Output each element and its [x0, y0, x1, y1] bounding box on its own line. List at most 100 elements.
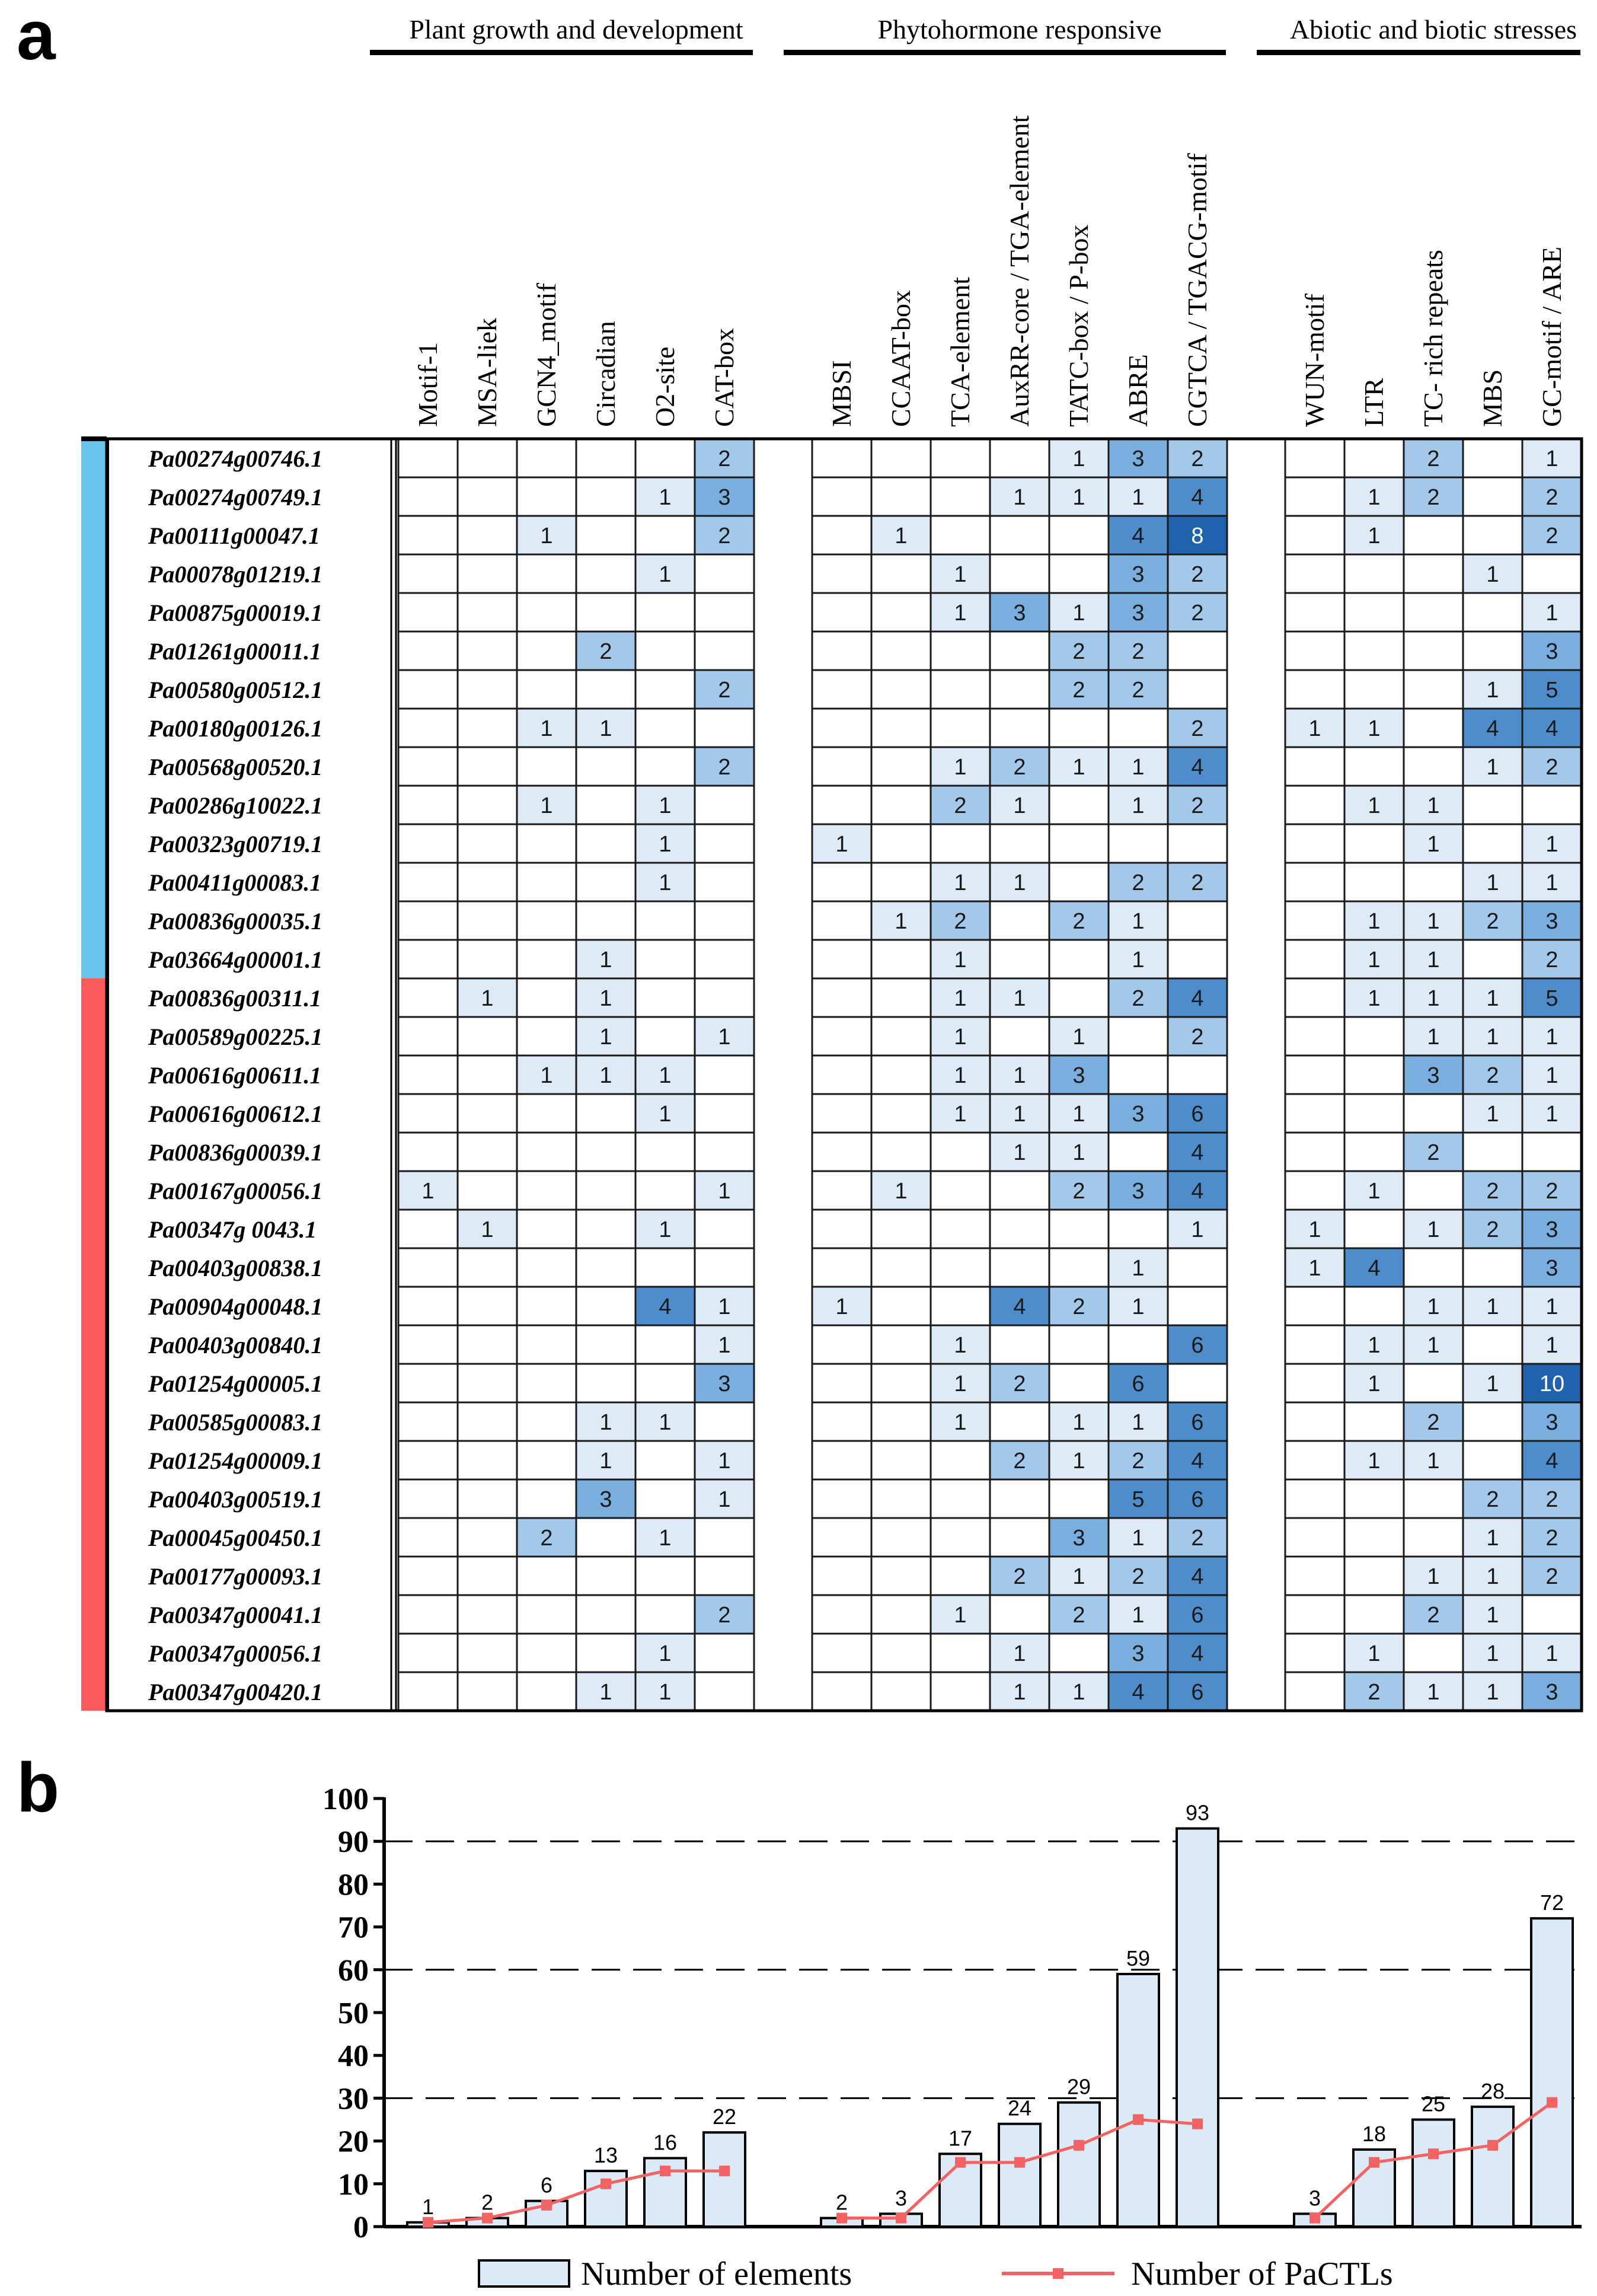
- heatmap-cell: [1048, 1170, 1110, 1211]
- heatmap-cell: [575, 746, 637, 787]
- heatmap-cell: [1107, 1131, 1169, 1172]
- row-group-strip-1: [81, 439, 106, 978]
- heatmap-cell: [694, 1671, 755, 1712]
- heatmap-cell: [634, 1324, 696, 1365]
- heatmap-cell: [1521, 1632, 1583, 1673]
- heatmap-cell: [1284, 592, 1346, 633]
- heatmap-cell: [456, 900, 518, 941]
- heatmap-cell-value: 1: [1486, 1372, 1499, 1396]
- heatmap-cell: [870, 1016, 932, 1057]
- heatmap-cell: [1403, 1054, 1464, 1095]
- heatmap-cell: [1462, 1324, 1523, 1365]
- heatmap-cell: [1167, 1093, 1228, 1134]
- heatmap-cell: [516, 862, 577, 903]
- heatmap-cell: [1403, 1517, 1464, 1558]
- gene-label: Pa00347g00041.1: [148, 1602, 322, 1628]
- heatmap-cell-value: 4: [1368, 1256, 1380, 1281]
- heatmap-cell: [1107, 1440, 1169, 1481]
- heatmap-cell: [575, 1247, 637, 1288]
- column-header: ABRE: [1123, 354, 1153, 427]
- heatmap-cell: [1107, 977, 1169, 1018]
- heatmap-cell: [870, 438, 932, 479]
- heatmap-cell-value: 1: [1013, 1063, 1026, 1088]
- heatmap-cell: [930, 1478, 991, 1519]
- heatmap-cell-value: 1: [1486, 870, 1499, 895]
- heatmap-cell-value: 2: [1072, 1179, 1085, 1204]
- heatmap-cell: [1343, 553, 1405, 594]
- heatmap-cell: [1343, 592, 1405, 633]
- heatmap-cell: [1284, 1208, 1346, 1249]
- heatmap-cell: [1521, 1170, 1583, 1211]
- heatmap-cell-value: 1: [954, 1025, 966, 1050]
- heatmap-cell-value: 6: [1191, 1487, 1203, 1512]
- heatmap-cell-value: 1: [954, 1603, 966, 1628]
- heatmap-cell-value: 1: [1427, 832, 1439, 857]
- heatmap-cell-value: 1: [835, 1294, 848, 1319]
- heatmap-cell: [930, 592, 991, 633]
- heatmap-cell: [1403, 862, 1464, 903]
- heatmap-cell: [1343, 1286, 1405, 1326]
- heatmap-cell-value: 2: [1013, 1372, 1026, 1396]
- heatmap-cell-value: 3: [718, 1372, 730, 1396]
- heatmap-cell: [1343, 1440, 1405, 1481]
- gene-label: Pa01261g00011.1: [148, 638, 321, 665]
- heatmap-cell: [575, 553, 637, 594]
- heatmap-cell-value: 1: [1013, 1680, 1026, 1705]
- heatmap-cell: [1521, 553, 1583, 594]
- heatmap-cell: [575, 1555, 637, 1596]
- heatmap-cell: [1107, 1208, 1169, 1249]
- heatmap-cell-value: 1: [1486, 1680, 1499, 1705]
- heatmap-cell: [694, 785, 755, 825]
- gene-label: Pa00580g00512.1: [148, 677, 322, 703]
- heatmap-cell: [930, 1517, 991, 1558]
- heatmap-cell-value: 2: [1132, 1564, 1144, 1589]
- gene-label: Pa00274g00749.1: [148, 484, 322, 511]
- heatmap-cell: [694, 1016, 755, 1057]
- heatmap-cell: [1403, 592, 1464, 633]
- column-header: GCN4_motif: [531, 283, 561, 427]
- gene-label: Pa00585g00083.1: [148, 1409, 322, 1436]
- heatmap-cell-value: 1: [1545, 832, 1558, 857]
- heatmap-cell: [575, 669, 637, 710]
- heatmap-cell: [870, 553, 932, 594]
- heatmap-cell: [1343, 862, 1405, 903]
- panel-b-label: b: [17, 1749, 59, 1827]
- heatmap-cell: [1167, 1594, 1228, 1635]
- heatmap-cell-value: 1: [540, 524, 552, 549]
- bar-number-of-elements: [1176, 1827, 1219, 2228]
- heatmap-cell: [1462, 438, 1523, 479]
- heatmap-cell: [1521, 939, 1583, 980]
- legend-label-elements: Number of elements: [581, 2256, 852, 2292]
- heatmap-cell: [1284, 1632, 1346, 1673]
- heatmap-cell-value: 1: [1486, 986, 1499, 1011]
- heatmap-cell: [1284, 476, 1346, 517]
- y-tick-label: 100: [322, 1782, 369, 1816]
- column-header: GC-motif / ARE: [1537, 247, 1567, 427]
- heatmap-cell: [694, 862, 755, 903]
- heatmap-cell: [516, 630, 577, 671]
- legend-swatch-pactls-marker: [1053, 2268, 1063, 2279]
- heatmap-cell-value: 1: [1545, 1025, 1558, 1050]
- gene-label: Pa00836g00311.1: [148, 985, 321, 1012]
- heatmap-cell-value: 1: [1545, 1641, 1558, 1666]
- heatmap-cell-value: 3: [1545, 1256, 1558, 1281]
- heatmap-cell: [694, 515, 755, 556]
- heatmap-cell: [1167, 669, 1228, 710]
- heatmap-cell: [811, 1054, 873, 1095]
- heatmap-cell: [397, 438, 459, 479]
- heatmap-cell: [516, 1440, 577, 1481]
- heatmap-cell: [811, 515, 873, 556]
- heatmap-cell: [456, 1594, 518, 1635]
- heatmap-cell: [694, 939, 755, 980]
- heatmap-cell: [397, 1054, 459, 1095]
- heatmap-cell: [989, 1324, 1050, 1365]
- heatmap-cell: [456, 1247, 518, 1288]
- heatmap-cell: [1284, 1324, 1346, 1365]
- heatmap-cell: [811, 438, 873, 479]
- heatmap-cell: [575, 438, 637, 479]
- heatmap-cell: [397, 1324, 459, 1365]
- heatmap-cell-value: 6: [1191, 1680, 1203, 1705]
- bar-data-label: 3: [895, 2186, 907, 2210]
- heatmap-cell-value: 1: [718, 1333, 730, 1358]
- heatmap-cell-value: 1: [1132, 909, 1144, 934]
